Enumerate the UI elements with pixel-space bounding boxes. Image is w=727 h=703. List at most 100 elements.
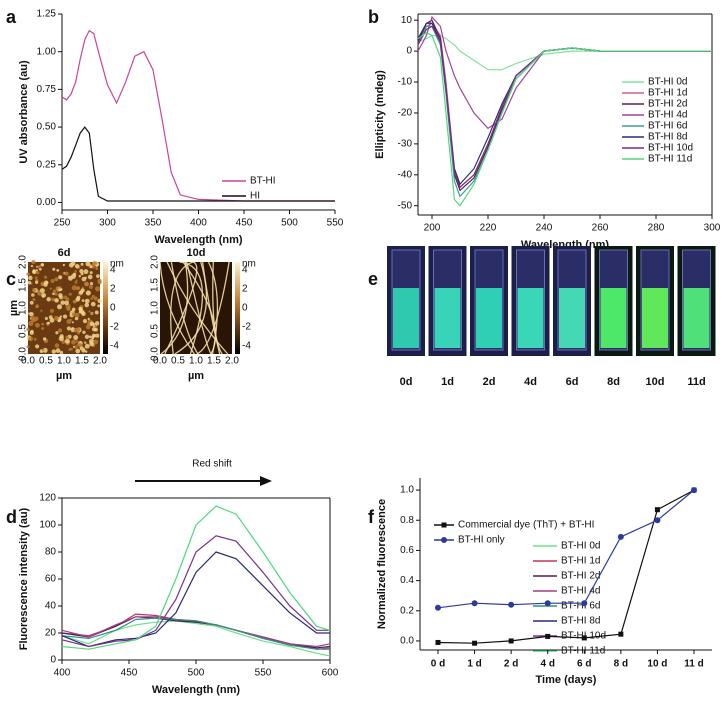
legend-label: BT-HI only [458, 535, 505, 546]
y-tick-label: 0.8 [400, 515, 414, 526]
x-tick-label: 300 [704, 223, 721, 234]
afm-grain [26, 327, 30, 332]
cuvette-label: 4d [524, 376, 537, 388]
afm-grain [27, 281, 32, 285]
marker [508, 601, 515, 608]
y-tick-label: -10 [398, 77, 413, 88]
afm-grain [51, 349, 56, 354]
legend-label: BT-HI 6d [648, 121, 687, 132]
y-tick-label: -30 [398, 139, 413, 150]
afm-grain [96, 274, 100, 278]
afm-grain [83, 269, 89, 275]
series-line [437, 489, 695, 644]
x-tick-label: 500 [281, 218, 298, 229]
x-tick-label: 8 d [614, 659, 628, 670]
afm-grain [71, 321, 74, 324]
colorbar-unit: nm [242, 259, 256, 270]
cuvette-liquid [434, 288, 461, 348]
afm-y-tick-label: 1.5 [150, 278, 161, 292]
colorbar [103, 262, 108, 354]
legend-label: BT-HI 10d [648, 143, 693, 154]
cuvette-liquid [393, 288, 419, 348]
afm-grain [41, 263, 44, 267]
colorbar [235, 262, 240, 354]
afm-grain [90, 297, 93, 301]
cuvette-label: 6d [566, 376, 579, 388]
colorbar-tick-label: -4 [242, 341, 251, 352]
colorbar-tick-label: -2 [110, 322, 119, 333]
afm-grain [87, 274, 93, 280]
series-line [61, 126, 335, 202]
y-tick-label: 80 [45, 547, 57, 558]
x-axis-title: Time (days) [536, 674, 597, 686]
afm-grain [58, 328, 63, 333]
afm-grain [89, 282, 94, 286]
afm-grain [57, 304, 63, 310]
afm-grain [81, 276, 87, 282]
y-tick-label: 1.25 [37, 9, 57, 20]
afm-grain [64, 271, 69, 276]
y-tick-label: 0 [50, 655, 56, 666]
afm-x-axis-title: µm [188, 370, 204, 382]
afm-y-tick-label: 0.0 [150, 347, 161, 361]
afm-grain [76, 286, 81, 290]
afm-grain [72, 299, 77, 304]
afm-grain [55, 348, 61, 353]
afm-grain [35, 269, 38, 272]
afm-grain [84, 343, 90, 349]
y-tick-label: -40 [398, 169, 413, 180]
x-axis-title: Wavelength (nm) [152, 684, 241, 696]
cuvette-label: 2d [483, 376, 496, 388]
y-tick-label: 0.0 [400, 636, 414, 647]
afm-fibril [170, 261, 194, 355]
afm-grain [90, 312, 94, 315]
x-tick-label: 280 [648, 223, 665, 234]
afm-grain [29, 300, 34, 305]
marker [545, 633, 551, 639]
afm-grain [88, 335, 92, 339]
afm-x-tick-label: 1.5 [207, 356, 221, 367]
afm-grain [74, 316, 79, 321]
legend-label: HI [250, 191, 260, 202]
afm-grain [32, 269, 36, 273]
afm-grain [43, 282, 48, 287]
afm-grain [87, 317, 90, 321]
afm-grain [56, 289, 59, 292]
afm-grain [35, 344, 40, 349]
y-tick-label: 10 [401, 15, 413, 26]
afm-grain [71, 312, 76, 316]
afm-grain [68, 275, 73, 281]
x-tick-label: 500 [188, 668, 205, 679]
afm-grain [28, 336, 34, 342]
y-tick-label: 0.2 [400, 605, 414, 616]
afm-fibril [212, 261, 223, 355]
afm-grain [78, 306, 83, 311]
y-tick-label: -50 [398, 200, 413, 211]
afm-grain [58, 286, 62, 289]
series-line [61, 535, 330, 648]
series-line [61, 505, 331, 650]
x-tick-label: 550 [255, 668, 272, 679]
x-tick-label: 240 [536, 223, 553, 234]
afm-grain [55, 286, 59, 290]
panel-label: c [6, 269, 16, 289]
marker [508, 638, 514, 644]
legend-marker [441, 537, 447, 543]
afm-grain [41, 322, 44, 326]
legend-label: BT-HI 1d [561, 556, 600, 567]
afm-grain [89, 265, 93, 269]
afm-grain [78, 275, 82, 278]
y-tick-label: 0.00 [37, 197, 57, 208]
afm-grain [97, 278, 102, 283]
afm-grain [41, 327, 45, 330]
series-line [417, 35, 712, 71]
cuvette-label: 11d [687, 376, 705, 388]
afm-grain [29, 311, 34, 317]
panel-label: d [6, 507, 17, 527]
cuvette-liquid [683, 288, 710, 348]
afm-grain [34, 322, 40, 328]
afm-grain [42, 348, 45, 352]
cuvette-liquid [517, 288, 544, 348]
afm-grain [54, 315, 59, 321]
legend-marker [441, 522, 447, 528]
